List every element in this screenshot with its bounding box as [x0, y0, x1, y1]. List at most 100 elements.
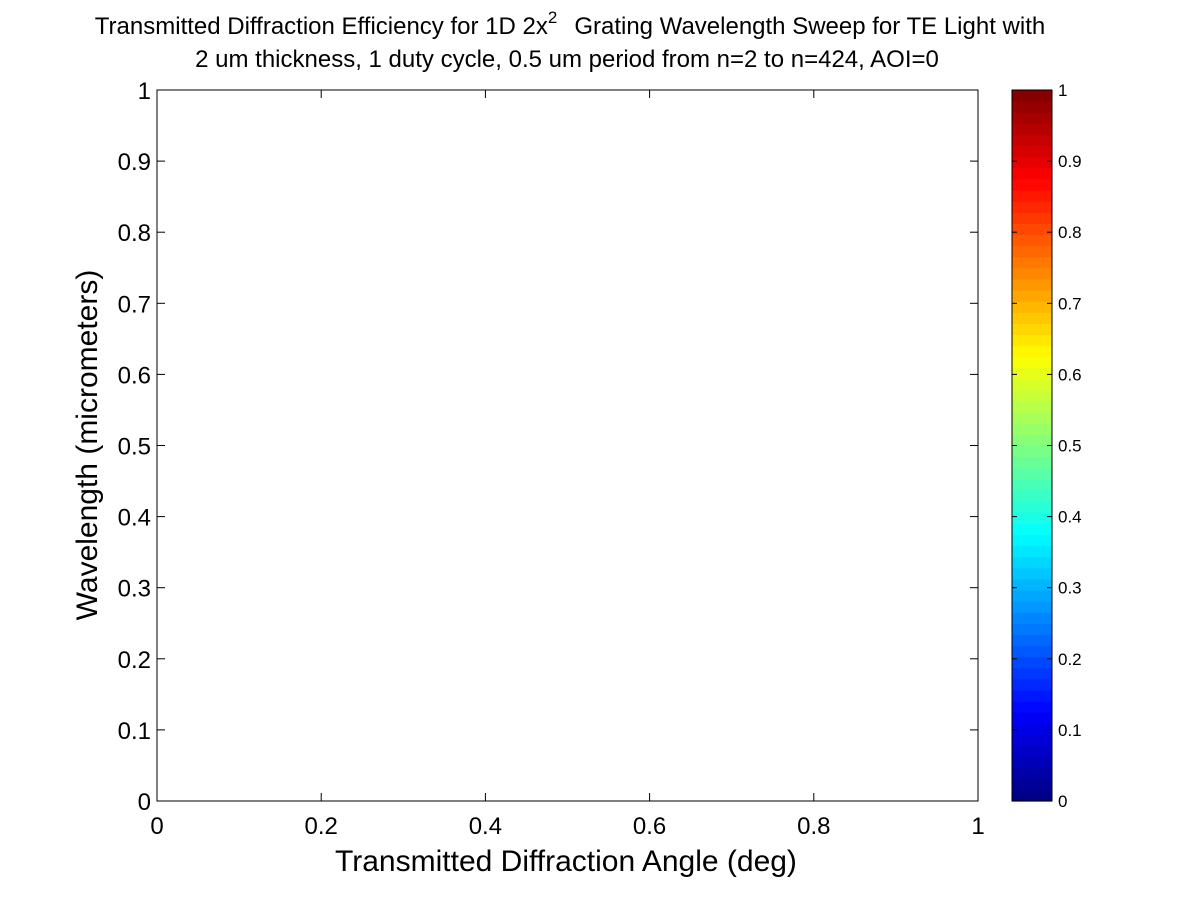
colorbar-segment: [1012, 212, 1052, 224]
colorbar-tick-label: 0.2: [1058, 650, 1082, 669]
x-tick-label: 0.6: [633, 813, 666, 840]
chart-title-line1-after: Grating Wavelength Sweep for TE Light wi…: [574, 13, 1045, 40]
colorbar-segment: [1012, 512, 1052, 524]
colorbar-segment: [1012, 534, 1052, 547]
colorbar-tick-label: 0.6: [1058, 365, 1082, 384]
y-tick-label: 0.7: [118, 291, 151, 318]
plot-area: [156, 89, 979, 802]
colorbar-segment: [1012, 134, 1052, 147]
x-axis-label: Transmitted Diffraction Angle (deg): [335, 845, 797, 878]
colorbar-tick-label: 0.7: [1058, 294, 1082, 313]
colorbar-segment: [1012, 489, 1052, 502]
colorbar-segment: [1012, 323, 1052, 336]
colorbar-segment: [1012, 612, 1052, 624]
colorbar-tick-label: 0.9: [1058, 152, 1082, 171]
colorbar-segment: [1012, 289, 1052, 302]
colorbar-segment: [1012, 523, 1052, 535]
x-tick-label: 0.2: [305, 813, 338, 840]
y-axis-label: Wavelength (micrometers): [71, 270, 104, 621]
colorbar-segment: [1012, 723, 1052, 735]
colorbar-tick-label: 0.3: [1058, 579, 1082, 598]
colorbar-segment: [1012, 567, 1052, 580]
colorbar-segment: [1012, 556, 1052, 569]
y-axis-ticks: 0 0.1 0.2 0.3 0.4 0.5 0.6 0.7 0.8 0.9 1: [118, 78, 978, 816]
colorbar-segment: [1012, 267, 1052, 280]
x-axis-ticks: 0 0.2 0.4 0.6 0.8 1: [150, 90, 985, 840]
chart-title-line1-before: Transmitted Diffraction Efficiency for 1…: [95, 13, 548, 40]
x-tick-label: 0.8: [797, 813, 830, 840]
y-tick-label: 0.6: [118, 362, 151, 389]
colorbar-segment: [1012, 223, 1052, 236]
colorbar-segment: [1012, 578, 1052, 591]
y-tick-label: 0.1: [118, 718, 151, 745]
colorbar-segment: [1012, 778, 1052, 791]
colorbar-segment: [1012, 278, 1052, 291]
colorbar-ticks: 0 0.1 0.2 0.3 0.4 0.5 0.6 0.7 0.8 0.9 1: [1012, 81, 1082, 811]
y-tick-label: 1: [138, 78, 151, 105]
colorbar-tick-label: 0.8: [1058, 223, 1082, 242]
y-tick-label: 0.8: [118, 220, 151, 247]
colorbar-segment: [1012, 678, 1052, 691]
colorbar-segment: [1012, 234, 1052, 247]
colorbar-segment: [1012, 456, 1052, 469]
colorbar-segment: [1012, 645, 1052, 658]
colorbar-segment: [1012, 745, 1052, 758]
colorbar-segment: [1012, 701, 1052, 713]
colorbar-gradient: [1012, 90, 1052, 802]
colorbar-tick-label: 0: [1058, 792, 1067, 811]
y-tick-label: 0: [138, 789, 151, 816]
colorbar-segment: [1012, 601, 1052, 613]
colorbar-segment: [1012, 345, 1052, 358]
colorbar-segment: [1012, 667, 1052, 680]
colorbar-segment: [1012, 356, 1052, 369]
colorbar-tick-label: 0.1: [1058, 721, 1082, 740]
chart-title-line1: Transmitted Diffraction Efficiency for 1…: [95, 8, 1045, 40]
colorbar-segment: [1012, 245, 1052, 258]
colorbar-segment: [1012, 334, 1052, 347]
y-tick-label: 0.2: [118, 647, 151, 674]
colorbar-segment: [1012, 167, 1052, 180]
colorbar-segment: [1012, 467, 1052, 480]
colorbar-segment: [1012, 90, 1052, 102]
x-tick-label: 0.4: [469, 813, 502, 840]
colorbar-segment: [1012, 501, 1052, 513]
colorbar-segment: [1012, 423, 1052, 435]
x-tick-label: 1: [971, 813, 984, 840]
chart-title-line2: 2 um thickness, 1 duty cycle, 0.5 um per…: [195, 46, 939, 73]
colorbar-segment: [1012, 589, 1052, 602]
colorbar-segment: [1012, 312, 1052, 324]
colorbar-segment: [1012, 634, 1052, 647]
colorbar-segment: [1012, 301, 1052, 313]
colorbar-segment: [1012, 712, 1052, 724]
colorbar-segment: [1012, 256, 1052, 269]
colorbar-segment: [1012, 689, 1052, 702]
colorbar-segment: [1012, 545, 1052, 558]
colorbar-segment: [1012, 389, 1052, 402]
colorbar-segment: [1012, 378, 1052, 391]
chart-title-superscript: 2: [548, 8, 557, 27]
colorbar-segment: [1012, 178, 1052, 191]
colorbar-tick-label: 1: [1058, 81, 1067, 100]
colorbar-segment: [1012, 201, 1052, 213]
colorbar-segment: [1012, 123, 1052, 136]
y-tick-label: 0.9: [118, 149, 151, 176]
colorbar-segment: [1012, 412, 1052, 424]
colorbar-segment: [1012, 767, 1052, 780]
colorbar-tick-label: 0.4: [1058, 508, 1082, 527]
colorbar-segment: [1012, 756, 1052, 769]
y-tick-label: 0.4: [118, 505, 151, 532]
colorbar-segment: [1012, 145, 1052, 158]
colorbar-segment: [1012, 112, 1052, 124]
y-tick-label: 0.3: [118, 576, 151, 603]
colorbar-segment: [1012, 445, 1052, 458]
colorbar-segment: [1012, 789, 1052, 802]
x-tick-label: 0: [150, 813, 163, 840]
colorbar-segment: [1012, 623, 1052, 635]
colorbar-segment: [1012, 434, 1052, 447]
colorbar-tick-label: 0.5: [1058, 437, 1082, 456]
colorbar-segment: [1012, 734, 1052, 747]
colorbar-segment: [1012, 367, 1052, 380]
colorbar-segment: [1012, 478, 1052, 491]
colorbar-segment: [1012, 401, 1052, 413]
